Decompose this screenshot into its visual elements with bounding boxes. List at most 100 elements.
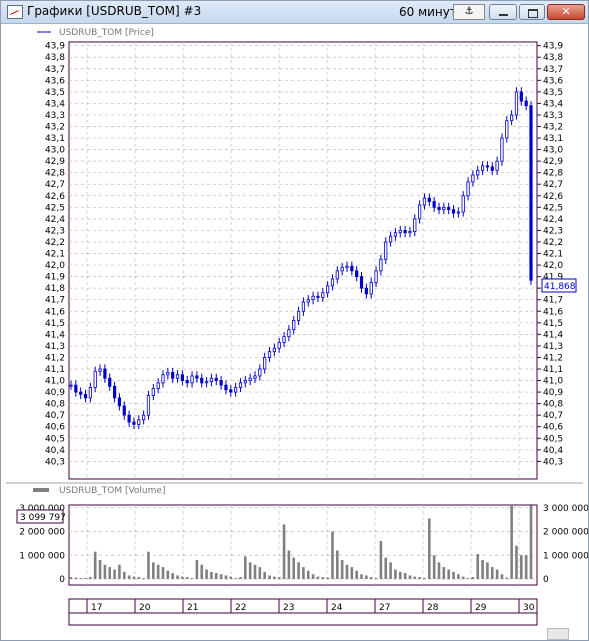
price-legend: USDRUB_TOM [Price] bbox=[59, 28, 154, 38]
volume-bar bbox=[442, 567, 446, 579]
volume-bar bbox=[103, 564, 107, 579]
price-tick-label-left: 42,9 bbox=[45, 157, 65, 167]
anchor-button[interactable]: ⚓ bbox=[453, 4, 485, 20]
price-tick-label: 43,7 bbox=[543, 65, 563, 75]
price-candle bbox=[437, 206, 441, 211]
volume-bars[interactable] bbox=[69, 504, 533, 579]
price-tick-label: 43,0 bbox=[543, 146, 563, 156]
price-candle bbox=[398, 230, 402, 234]
price-tick-label: 42,3 bbox=[543, 226, 563, 236]
volume-bar bbox=[447, 569, 450, 579]
price-candle bbox=[369, 281, 373, 295]
price-candle bbox=[316, 295, 320, 298]
volume-bar bbox=[161, 567, 165, 579]
price-candle bbox=[117, 397, 122, 407]
volume-bar bbox=[331, 531, 334, 579]
close-button[interactable]: ✕ bbox=[547, 4, 585, 20]
volume-tick-label: 3 000 000 bbox=[543, 504, 588, 514]
price-tick-label: 41,6 bbox=[543, 307, 563, 317]
title-bar[interactable]: Графики [USDRUB_TOM] #3 60 минут ⚓ ✕ bbox=[1, 1, 588, 24]
price-tick-label-left: 42,5 bbox=[45, 203, 65, 213]
price-candle bbox=[418, 204, 422, 220]
chart-canvas[interactable]: 43,943,843,743,643,543,443,343,243,143,0… bbox=[1, 23, 588, 640]
price-candle bbox=[345, 265, 349, 268]
volume-bar bbox=[142, 578, 145, 579]
price-candle bbox=[461, 195, 465, 213]
volume-bar bbox=[287, 550, 291, 579]
price-tick-label: 41,7 bbox=[543, 296, 563, 306]
price-tick-label-left: 42,6 bbox=[45, 192, 65, 202]
date-tick-label: 29 bbox=[475, 603, 487, 613]
volume-bar bbox=[258, 567, 262, 579]
price-candles[interactable] bbox=[69, 87, 533, 430]
price-candle bbox=[408, 231, 412, 234]
price-candle bbox=[171, 372, 175, 379]
volume-bar bbox=[185, 577, 189, 579]
price-candle bbox=[476, 169, 480, 176]
price-candle bbox=[359, 276, 364, 289]
volume-bar bbox=[486, 562, 489, 579]
price-candle bbox=[364, 287, 368, 295]
resize-handle[interactable] bbox=[547, 628, 569, 640]
price-candle bbox=[355, 270, 359, 278]
volume-bar bbox=[413, 576, 417, 579]
price-candle bbox=[384, 241, 388, 260]
volume-bar bbox=[132, 576, 136, 579]
price-candle bbox=[485, 165, 490, 168]
price-tick-label: 40,6 bbox=[543, 423, 563, 433]
timeframe-label[interactable]: 60 минут bbox=[399, 5, 457, 19]
price-tick-label: 42,8 bbox=[543, 169, 563, 179]
volume-bar bbox=[394, 569, 397, 579]
volume-bar bbox=[302, 567, 305, 579]
price-tick-label-left: 43,9 bbox=[45, 42, 65, 52]
price-candle bbox=[180, 374, 184, 381]
price-tick-label-left: 42,0 bbox=[45, 261, 65, 271]
volume-bar bbox=[437, 562, 441, 579]
minimize-button[interactable] bbox=[489, 4, 517, 20]
volume-bar bbox=[239, 577, 242, 579]
volume-bar bbox=[248, 562, 252, 579]
price-candle bbox=[393, 232, 398, 237]
date-tick-label: 23 bbox=[283, 603, 294, 613]
volume-tick-label-left: 2 000 000 bbox=[19, 528, 65, 538]
volume-bar bbox=[355, 570, 358, 579]
price-tick-label: 43,6 bbox=[543, 76, 563, 86]
price-tick-label: 43,1 bbox=[543, 134, 563, 144]
volume-bar bbox=[398, 571, 402, 579]
price-candle bbox=[471, 174, 475, 183]
volume-legend: USDRUB_TOM [Volume] bbox=[59, 486, 165, 496]
price-tick-label-left: 42,7 bbox=[45, 180, 65, 190]
volume-bar bbox=[210, 571, 213, 579]
price-y-axis-left: 43,943,8 43,743,6 43,543,4 43,3 43,243,1 43,0… bbox=[45, 42, 65, 468]
volume-bar bbox=[481, 560, 484, 579]
volume-bar bbox=[84, 578, 87, 579]
maximize-button[interactable] bbox=[519, 4, 545, 20]
price-plot-frame bbox=[68, 41, 538, 480]
price-tick-label-left: 40,9 bbox=[45, 388, 65, 398]
price-tick-label-left: 40,3 bbox=[45, 457, 65, 467]
volume-bar bbox=[273, 576, 276, 579]
price-tick-label: 40,8 bbox=[543, 400, 563, 410]
date-tick-label: 24 bbox=[331, 603, 343, 613]
price-tick-label-left: 42,4 bbox=[45, 215, 65, 225]
price-candle bbox=[267, 351, 272, 358]
volume-bar bbox=[268, 575, 271, 579]
price-tick-label: 41,1 bbox=[543, 365, 563, 375]
price-candle bbox=[122, 405, 126, 416]
price-tick-label-left: 41,1 bbox=[45, 365, 65, 375]
volume-bar bbox=[389, 562, 392, 579]
price-tick-label: 41,9 bbox=[543, 273, 563, 283]
price-tick-label-left: 41,2 bbox=[45, 353, 65, 363]
price-candle bbox=[456, 211, 460, 214]
price-tick-label-left: 42,3 bbox=[45, 226, 65, 236]
price-candle bbox=[127, 414, 131, 423]
price-tick-label: 41,4 bbox=[543, 330, 563, 340]
time-scroll-strip[interactable] bbox=[68, 612, 538, 626]
price-candle bbox=[524, 100, 528, 107]
price-candle bbox=[190, 375, 194, 384]
price-candle bbox=[98, 368, 102, 372]
price-candle bbox=[175, 374, 180, 379]
volume-bar bbox=[340, 560, 344, 579]
price-tick-label: 43,4 bbox=[543, 99, 563, 109]
price-candle bbox=[103, 368, 107, 379]
